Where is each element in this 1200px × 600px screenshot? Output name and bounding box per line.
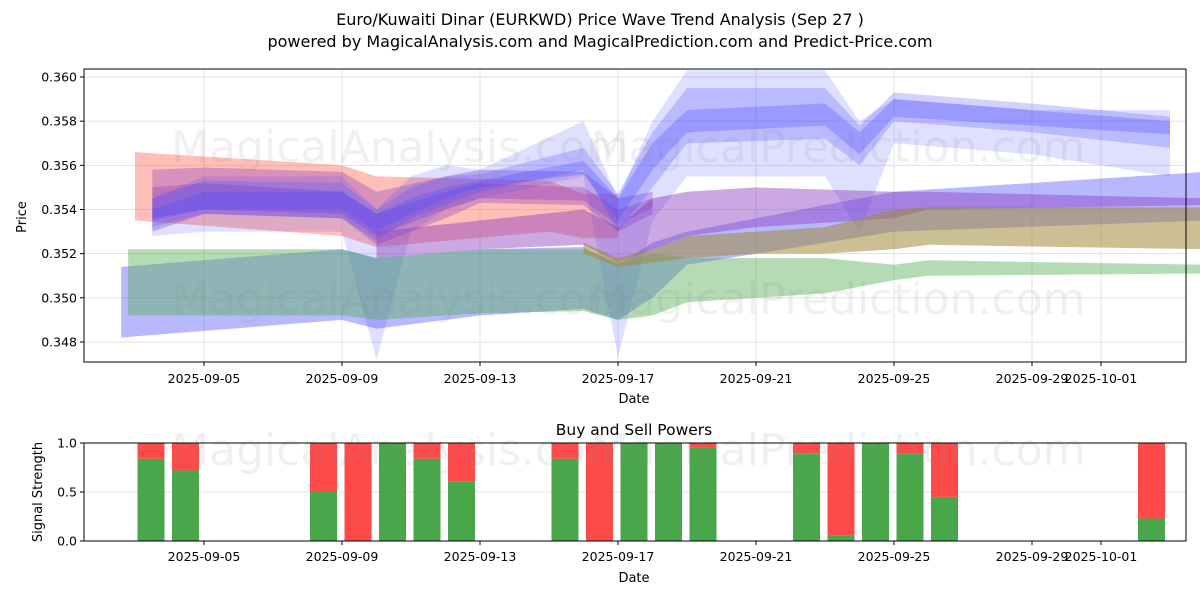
price-x-tick-label: 2025-09-05 [168, 371, 241, 386]
signal-x-ticks: 2025-09-05 2025-09-09 2025-09-13 2025-09-17… [168, 541, 1138, 564]
buy-bar [448, 481, 475, 541]
watermark-bottom-right: MagicalPrediction.com [591, 425, 1086, 476]
price-y-tick-label: 0.350 [41, 290, 77, 305]
buy-bar [310, 492, 337, 541]
signal-x-tick-label: 2025-09-17 [582, 549, 655, 564]
signal-x-tick-label: 2025-09-05 [168, 549, 241, 564]
watermark-top-right: MagicalPrediction.com [591, 122, 1086, 173]
signal-x-axis-label: Date [618, 571, 649, 586]
price-x-tick-label: 2025-09-25 [858, 371, 931, 386]
signal-x-tick-label: 2025-09-29 [996, 549, 1069, 564]
signal-y-tick-label: 0.5 [57, 485, 77, 500]
price-chart: MagicalAnalysis.com MagicalPrediction.co… [15, 69, 1200, 407]
signal-x-tick-label: 2025-09-13 [444, 549, 517, 564]
watermark-bottom-left: MagicalAnalysis.com [171, 425, 629, 476]
price-y-tick-label: 0.354 [41, 202, 77, 217]
price-y-tick-label: 0.358 [41, 114, 77, 129]
signal-y-tick-label: 0.0 [57, 534, 77, 549]
price-x-ticks: 2025-09-05 2025-09-09 2025-09-13 2025-09-17… [168, 362, 1138, 386]
figure-subtitle: powered by MagicalAnalysis.com and Magic… [267, 32, 932, 51]
signal-y-axis-label: Signal Strength [31, 442, 46, 542]
price-x-tick-label: 2025-09-29 [996, 371, 1069, 386]
price-x-tick-label: 2025-09-13 [444, 371, 517, 386]
watermark-top-left: MagicalAnalysis.com [171, 122, 629, 173]
price-x-tick-label: 2025-10-01 [1065, 371, 1138, 386]
sell-bar [138, 443, 165, 459]
signal-y-ticks: 0.0 0.5 1.0 [57, 436, 84, 549]
price-x-tick-label: 2025-09-17 [582, 371, 655, 386]
price-x-axis-label: Date [618, 392, 649, 407]
signal-x-tick-label: 2025-09-25 [858, 549, 931, 564]
sell-bar [1138, 443, 1165, 518]
signal-chart: Buy and Sell Powers MagicalAnalysis.com … [31, 421, 1186, 586]
signal-x-tick-label: 2025-09-21 [720, 549, 793, 564]
price-x-tick-label: 2025-09-21 [720, 371, 793, 386]
buy-bar [138, 459, 165, 541]
signal-y-tick-label: 1.0 [57, 436, 77, 451]
price-y-tick-label: 0.360 [41, 70, 77, 85]
price-y-ticks: 0.348 0.350 0.352 0.354 0.356 0.358 0.360 [41, 70, 84, 350]
buy-bar [931, 497, 958, 541]
price-y-tick-label: 0.352 [41, 246, 77, 261]
watermark-mid-right: MagicalPrediction.com [591, 274, 1086, 325]
price-x-tick-label: 2025-09-09 [306, 371, 379, 386]
figure-title: Euro/Kuwaiti Dinar (EURKWD) Price Wave T… [336, 10, 864, 29]
signal-x-tick-label: 2025-10-01 [1065, 549, 1138, 564]
figure: Euro/Kuwaiti Dinar (EURKWD) Price Wave T… [0, 0, 1200, 600]
price-y-tick-label: 0.348 [41, 334, 77, 349]
watermark-mid-left: MagicalAnalysis.com [171, 274, 629, 325]
price-y-tick-label: 0.356 [41, 158, 77, 173]
buy-bar [172, 470, 199, 541]
buy-bar [828, 535, 855, 541]
signal-x-tick-label: 2025-09-09 [306, 549, 379, 564]
price-y-axis-label: Price [15, 201, 30, 233]
buy-bar [1138, 518, 1165, 541]
